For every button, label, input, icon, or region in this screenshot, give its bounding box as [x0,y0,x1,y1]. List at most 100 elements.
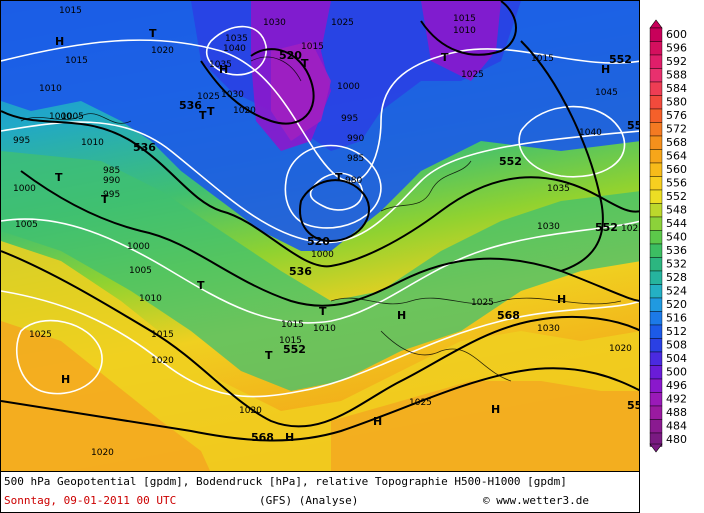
pressure-label: 1035 [547,184,570,194]
legend-swatch [649,324,663,339]
legend-label: 524 [666,285,687,298]
map-caption: 500 hPa Geopotential [gpdm], Bodendruck … [0,472,640,513]
contour-568 [1,367,639,442]
pressure-label: 1000 [311,250,334,260]
low-pressure-marker: T [101,193,109,206]
caption-date: Sonntag, 09-01-2011 00 UTC [4,494,177,507]
legend-label: 560 [666,163,687,176]
coastline [380,160,472,212]
pressure-label: 1015 [151,330,174,340]
geopotential-contours [1,1,639,442]
geopotential-label: 552 [609,53,632,66]
pressure-label: 990 [103,176,120,186]
field-purple-2 [421,1,501,81]
contour-520a [200,48,315,125]
coastline [380,330,512,382]
legend-label: 556 [666,177,687,190]
pressure-label: 1030 [221,90,244,100]
legend-swatch [649,162,663,177]
geopotential-label: 568 [497,309,520,322]
pressure-label: 1025 [461,70,484,80]
low-pressure-marker: T [55,171,63,184]
low-pressure-marker: T [265,349,273,362]
pressure-label: 985 [347,154,364,164]
coastline [330,297,622,305]
legend-label: 572 [666,123,687,136]
geopotential-label: 552 [499,155,522,168]
legend-label: 504 [666,352,687,365]
legend-label: 488 [666,406,687,419]
geopotential-label: 520 [307,235,330,248]
legend-swatch [649,230,663,245]
coastline [250,56,302,82]
pressure-label: 1010 [313,324,336,334]
legend-label: 564 [666,150,687,163]
legend-label: 596 [666,42,687,55]
pressure-label: 1020 [91,448,114,458]
field-orange-west [1,321,211,471]
pressure-label: 1045 [595,88,618,98]
geopotential-label: 552 [627,399,640,412]
legend-label: 492 [666,393,687,406]
legend-label: 496 [666,379,687,392]
geopotential-label: 552 [595,221,618,234]
pressure-label: 1040 [579,128,602,138]
legend-swatch [649,54,663,69]
field-orange-east [331,381,639,471]
isobar-high-ring [16,319,103,395]
pressure-label: 1025 [331,18,354,28]
pressure-label: 1005 [61,112,84,122]
legend-label: 540 [666,231,687,244]
pressure-label: 1015 [65,56,88,66]
isobar [1,218,639,324]
pressure-label: 1015 [301,42,324,52]
legend-swatch [649,365,663,380]
pressure-label: 1010 [453,26,476,36]
low-pressure-marker: T [441,51,449,64]
legend-swatch [649,284,663,299]
pressure-label: 990 [347,134,364,144]
legend-label: 520 [666,298,687,311]
pressure-label: 1020 [233,106,256,116]
high-pressure-marker: H [373,415,382,428]
geopotential-label: 552 [283,343,306,356]
legend-label: 532 [666,258,687,271]
coastlines [20,56,622,382]
low-pressure-marker: T [197,279,205,292]
caption-description: 500 hPa Geopotential [gpdm], Bodendruck … [4,475,567,488]
pressure-label: 1000 [49,112,72,122]
legend-swatch [649,270,663,285]
legend-swatches: 6005965925885845805765725685645605565525… [649,27,687,447]
legend-swatch [649,81,663,96]
legend-label: 508 [666,339,687,352]
legend-swatch [649,27,663,42]
legend-swatch [649,135,663,150]
pressure-label: 1025 [29,330,52,340]
pressure-label: 1015 [59,6,82,16]
legend-swatch [649,203,663,218]
legend-swatch [649,189,663,204]
low-pressure-marker: T [301,57,309,70]
legend-label: 584 [666,82,687,95]
contour-552 [1,110,639,268]
pressure-label: 1005 [129,266,152,276]
legend-label: 552 [666,190,687,203]
legend-swatch [649,257,663,272]
legend-label: 588 [666,69,687,82]
pressure-label: 1025 [471,298,494,308]
pressure-label: 1020 [151,46,174,56]
legend-label: 480 [666,433,687,446]
geopotential-label: 536 [289,265,312,278]
pressure-label: 995 [103,190,120,200]
high-pressure-marker: H [557,293,566,306]
pressure-label-group: 1015 1015 1030 1035 1025 1015 1010 1015 1020 1040… [13,6,639,458]
legend-label: 484 [666,420,687,433]
legend-swatch [649,216,663,231]
caption-credit-text: www.wetter3.de [496,494,589,507]
pressure-label: 1030 [263,18,286,28]
low-pressure-marker: T [149,27,157,40]
pressure-label: 1035 [209,60,232,70]
pressure-label: 1000 [127,242,150,252]
legend-label: 592 [666,55,687,68]
